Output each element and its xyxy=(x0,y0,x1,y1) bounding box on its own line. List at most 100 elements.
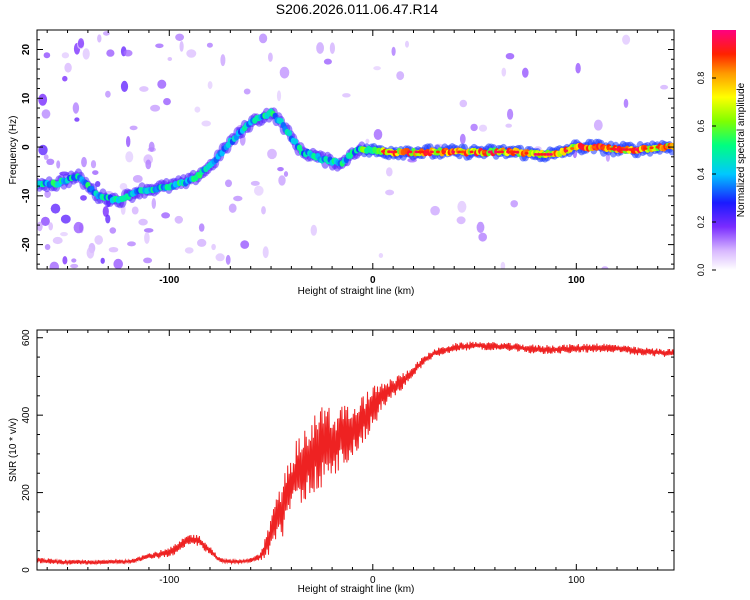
spectrogram-ridge-peak xyxy=(564,149,569,153)
spectrogram-noise-blob xyxy=(500,261,506,269)
spectrogram-noise-blob xyxy=(38,144,48,156)
spectrogram-ridge-peak xyxy=(616,148,620,151)
spectrogram-noise-blob xyxy=(48,222,53,231)
spectrogram-noise-blob xyxy=(457,200,467,213)
spectrogram-noise-blob xyxy=(125,151,134,163)
spectrogram-noise-blob xyxy=(501,67,507,77)
spectrogram-noise-blob xyxy=(102,206,109,217)
spectrogram-noise-blob xyxy=(470,123,478,132)
spectrogram-noise-blob xyxy=(601,266,609,269)
spectrogram-noise-blob xyxy=(310,224,317,236)
spectrogram-noise-blob xyxy=(62,75,68,82)
spectrogram-noise-blob xyxy=(150,104,161,112)
spectrogram-noise-blob xyxy=(206,42,213,48)
spectrogram-ridge-peak xyxy=(591,145,596,149)
spectrogram-ridge-peak xyxy=(417,150,422,154)
colorbar-gradient xyxy=(712,30,736,270)
spectrogram-ridge-peak xyxy=(609,147,614,151)
spectrogram-noise-blob xyxy=(316,42,324,54)
snr-x-tick-label: -100 xyxy=(159,575,179,586)
spectrogram-noise-blob xyxy=(100,257,105,264)
spectrogram-noise-blob xyxy=(71,258,77,263)
colorbar-tick-label: 0.6 xyxy=(696,120,706,133)
spectrogram-x-ticks: -100 0 100 xyxy=(46,30,659,286)
spectrogram-ridge-peak xyxy=(664,145,669,149)
spectrogram-noise-blob xyxy=(103,31,110,36)
spectrogram-noise-blob xyxy=(373,129,383,140)
spectrogram-noise-blob xyxy=(175,33,185,41)
spectrogram-noise-blob xyxy=(43,52,51,59)
spectrogram-noise-blob xyxy=(373,66,381,71)
snr-panel: -100 0 100 0 200 400 600 Height of straight l… xyxy=(8,329,675,595)
spectrogram-noise-blob xyxy=(81,156,87,168)
spectrogram-ridge-peak xyxy=(469,150,474,154)
spectrogram-noise-blob xyxy=(139,86,149,92)
spectrogram-noise-blob xyxy=(507,108,514,120)
spectrogram-noise-blob xyxy=(61,52,70,59)
spectrogram-noise-blob xyxy=(157,79,167,89)
spectrogram-noise-blob xyxy=(52,236,63,245)
spectrogram-noise-blob xyxy=(60,214,71,224)
spectrogram-noise-blob xyxy=(391,46,396,57)
spectrogram-noise-blob xyxy=(37,221,43,232)
spectrogram-ridge-peak xyxy=(500,150,504,154)
colorbar-tick-label: 0.8 xyxy=(696,72,706,85)
spectrogram-ridge-peak xyxy=(390,150,395,154)
spectrogram-noise-blob xyxy=(44,190,51,198)
spectrogram-noise-blob xyxy=(184,247,194,254)
spectrogram-noise-blob xyxy=(161,212,171,219)
spectrogram-noise-blob xyxy=(127,241,136,247)
spectrogram-noise-blob xyxy=(143,228,154,233)
spectrogram-noise-blob xyxy=(95,181,101,187)
spectrogram-ridge-peak xyxy=(634,148,639,151)
snr-x-tick-label: 0 xyxy=(370,575,376,586)
spectrogram-noise-blob xyxy=(148,141,155,152)
spectrogram-frame xyxy=(36,29,675,270)
spectrogram-ridge-peak xyxy=(655,145,660,149)
spectrogram-noise-blob xyxy=(73,221,84,234)
spectrogram-ridge-peak xyxy=(442,150,446,154)
snr-series-line xyxy=(37,341,674,566)
spectrogram-noise-blob xyxy=(575,62,581,74)
spectrogram-ridge-peak xyxy=(487,150,492,154)
spectrogram-y-tick-label: -20 xyxy=(21,237,32,252)
spectrogram-noise-blob xyxy=(109,227,117,234)
spectrogram-noise-blob xyxy=(82,48,90,60)
spectrogram-noise-blob xyxy=(92,170,99,176)
spectrogram-ridge-peak xyxy=(524,151,529,155)
spectrogram-ridge-peak xyxy=(497,150,501,154)
spectrogram-noise-blob xyxy=(225,254,231,265)
spectrogram-noise-blob xyxy=(126,136,131,148)
spectrogram-ridge-peak xyxy=(429,150,434,154)
spectrogram-ridge-peak xyxy=(509,150,514,154)
spectrogram-noise-blob xyxy=(64,62,72,73)
spectrogram-ridge-peak xyxy=(423,150,428,154)
spectrogram-noise-blob xyxy=(215,253,225,262)
spectrogram-noise-blob xyxy=(74,117,80,122)
spectrogram-x-tick-label: -100 xyxy=(159,275,179,286)
spectrogram-ridge-peak xyxy=(435,150,440,154)
colorbar-ticks: 0.0 0.2 0.4 0.6 0.8 xyxy=(696,72,716,277)
spectrogram-noise-blob xyxy=(211,243,216,251)
spectrogram-ridge-peak xyxy=(545,153,550,156)
spectrogram-ridge-peak xyxy=(542,153,547,156)
spectrogram-noise-blob xyxy=(505,123,512,128)
spectrogram-noise-blob xyxy=(276,90,282,102)
spectrogram-noise-blob xyxy=(201,120,211,127)
spectrogram-noise-blob xyxy=(522,67,529,78)
spectrogram-noise-blob xyxy=(505,53,515,60)
spectrogram-noise-blob xyxy=(283,171,289,177)
spectrogram-ridge-peak xyxy=(420,150,425,154)
spectrogram-noise-blob xyxy=(44,244,51,250)
colorbar-tick-label: 0.0 xyxy=(696,264,706,277)
spectrogram-noise-blob xyxy=(459,99,468,108)
spectrogram-noise-blob xyxy=(267,148,277,160)
spectrogram-noise-blob xyxy=(97,34,102,43)
spectrogram-ridge-peak xyxy=(408,150,413,154)
snr-y-tick-label: 0 xyxy=(21,567,32,573)
spectrogram-noise-blob xyxy=(90,160,97,169)
spectrogram-noise-blob xyxy=(174,215,183,224)
spectrogram-noise-blob xyxy=(268,52,273,62)
spectrogram-noise-blob xyxy=(329,42,335,54)
spectrogram-noise-blob xyxy=(243,88,251,95)
